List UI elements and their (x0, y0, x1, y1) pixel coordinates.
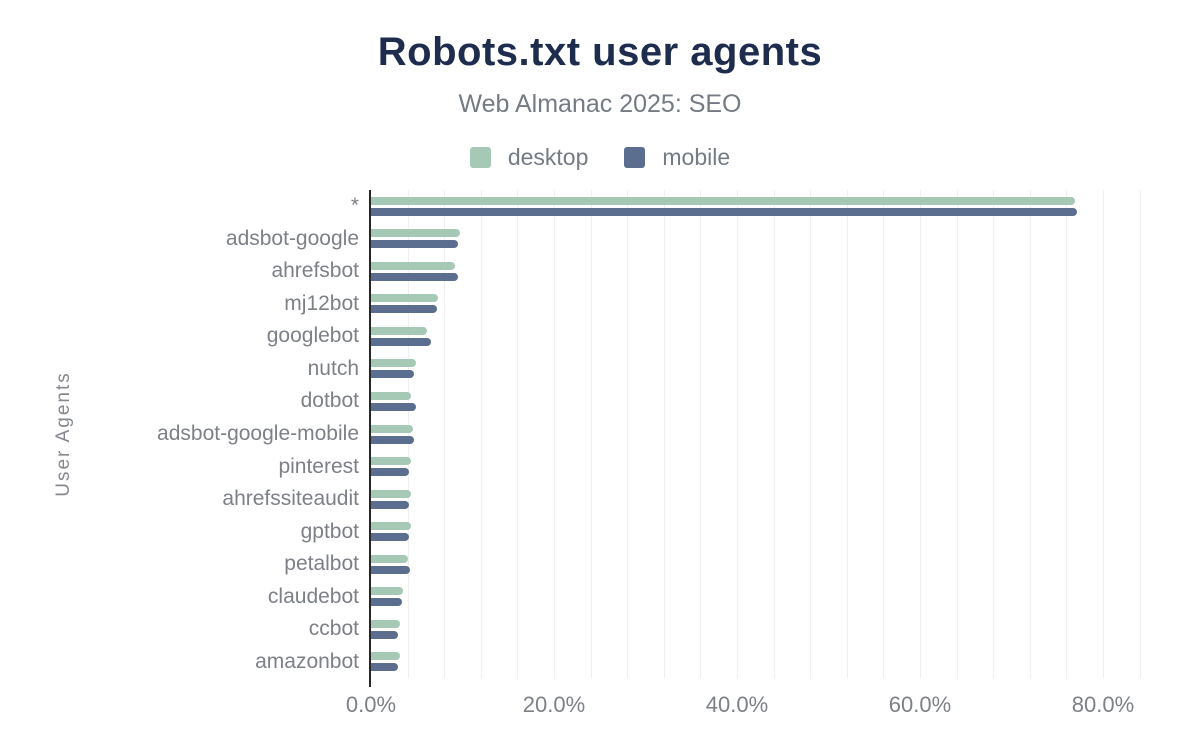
bar-desktop-pinterest (371, 457, 412, 466)
bar-mobile-amazonbot (371, 663, 398, 672)
gridline (663, 190, 665, 678)
desktop-legend-swatch (469, 147, 491, 168)
bar-desktop-ahrefssiteaudit (371, 489, 412, 498)
category-label: ccbot (308, 617, 359, 641)
x-tick-label: 40.0% (705, 692, 769, 717)
gridline (1103, 190, 1104, 678)
bar-mobile-* (371, 207, 1078, 216)
gridline (627, 190, 629, 678)
chart-title: Robots.txt user agents (377, 30, 823, 74)
bar-mobile-gptbot (371, 533, 410, 542)
bar-mobile-googlebot (371, 337, 432, 346)
gridline (737, 190, 738, 678)
gridline (810, 190, 812, 678)
bar-desktop-mj12bot (371, 294, 438, 303)
bar-mobile-adsbot-google (371, 240, 458, 249)
category-label: pinterest (278, 454, 359, 478)
gridline (920, 190, 921, 678)
bar-desktop-adsbot-google (371, 229, 460, 238)
bar-desktop-dotbot (371, 391, 412, 400)
legend: desktop mobile (0, 144, 1200, 171)
bar-mobile-ccbot (371, 630, 399, 639)
gridline (1029, 190, 1031, 678)
category-label: dotbot (300, 389, 359, 413)
bar-mobile-pinterest (371, 468, 410, 477)
bar-desktop-* (371, 196, 1075, 205)
mobile-legend-swatch (624, 147, 646, 168)
gridline (1066, 190, 1068, 678)
gridline (773, 190, 775, 678)
gridline (407, 190, 409, 678)
bar-mobile-adsbot-google-mobile (371, 435, 414, 444)
gridline (517, 190, 519, 678)
bar-desktop-ccbot (371, 619, 401, 628)
gridline (444, 190, 446, 678)
x-tick-label: 80.0% (1071, 692, 1135, 717)
legend-item-mobile: mobile (624, 144, 730, 171)
gridline (480, 190, 482, 678)
bar-desktop-googlebot (371, 326, 427, 335)
x-tick-label: 60.0% (888, 692, 952, 717)
gridline (590, 190, 592, 678)
bar-desktop-petalbot (371, 554, 408, 563)
category-label: petalbot (284, 552, 359, 576)
gridline (993, 190, 995, 678)
bar-mobile-mj12bot (371, 305, 437, 314)
bar-desktop-claudebot (371, 587, 404, 596)
gridline (554, 190, 555, 678)
category-label: ahrefssiteaudit (222, 487, 359, 511)
category-label: * (350, 194, 359, 218)
chart-subtitle: Web Almanac 2025: SEO (458, 90, 742, 118)
bar-mobile-claudebot (371, 598, 403, 607)
category-label: claudebot (267, 584, 359, 608)
bar-mobile-petalbot (371, 565, 411, 574)
category-label: amazonbot (255, 649, 359, 673)
category-label: adsbot-google (225, 226, 359, 250)
category-label: gptbot (300, 519, 359, 543)
category-label: adsbot-google-mobile (157, 422, 359, 445)
desktop-legend-label: desktop (507, 144, 589, 170)
mobile-legend-label: mobile (662, 144, 731, 170)
bar-desktop-nutch (371, 359, 416, 368)
gridline (700, 190, 702, 678)
bar-desktop-gptbot (371, 522, 412, 531)
category-label: nutch (307, 356, 359, 380)
bar-mobile-dotbot (371, 402, 416, 411)
legend-item-desktop: desktop (469, 144, 589, 171)
bar-desktop-adsbot-google-mobile (371, 424, 414, 433)
y-axis-line (369, 190, 371, 687)
gridline (883, 190, 885, 678)
gridline (846, 190, 848, 678)
bar-mobile-ahrefsbot (371, 272, 458, 281)
gridline (956, 190, 958, 678)
plot-area (369, 190, 1150, 687)
x-tick-label: 0.0% (345, 692, 397, 717)
bar-desktop-amazonbot (371, 652, 401, 661)
bar-mobile-nutch (371, 370, 414, 379)
gridline (1139, 190, 1141, 678)
bar-desktop-ahrefsbot (371, 261, 456, 270)
category-label: ahrefsbot (271, 259, 359, 283)
category-label: googlebot (266, 324, 359, 348)
bar-mobile-ahrefssiteaudit (371, 500, 409, 509)
x-tick-label: 20.0% (522, 692, 586, 717)
category-label: mj12bot (284, 291, 359, 315)
